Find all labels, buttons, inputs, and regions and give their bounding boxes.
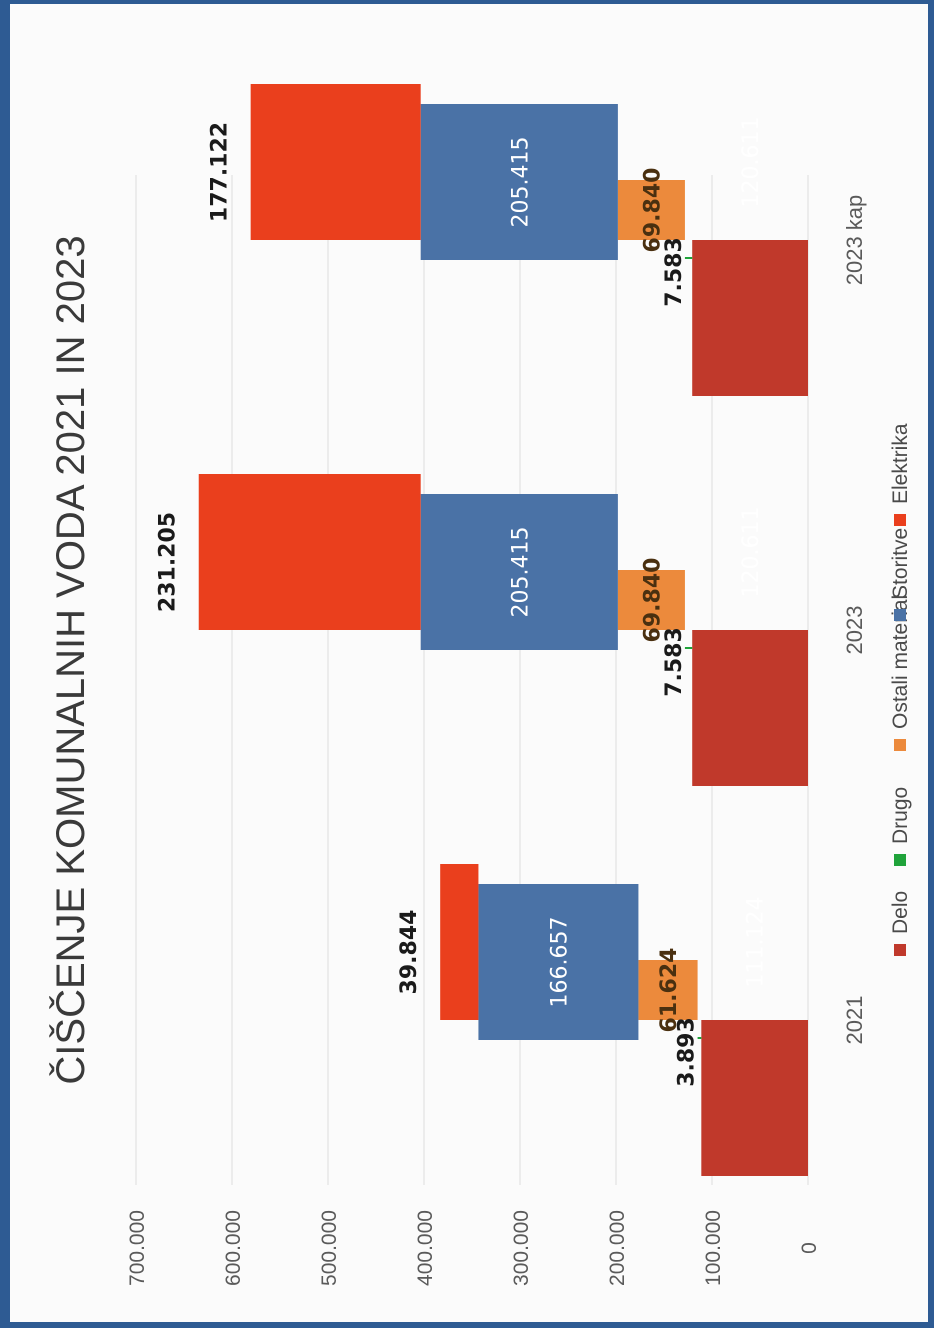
bar-delo	[692, 630, 808, 786]
data-label: 205.415	[508, 137, 533, 228]
data-label: 166.657	[547, 917, 572, 1008]
bar-storitve	[420, 494, 618, 650]
data-label: 205.415	[508, 527, 533, 618]
legend-label: Storitve	[889, 528, 912, 599]
data-label: 7.583	[662, 627, 687, 697]
legend-swatch	[894, 739, 906, 751]
legend-swatch	[894, 514, 906, 526]
bar-elektrika	[440, 864, 479, 1020]
bars	[198, 84, 808, 1176]
y-tick-label: 0	[798, 1242, 821, 1254]
category-label: 2023	[842, 606, 867, 655]
legend-label: Drugo	[889, 787, 912, 844]
y-tick-label: 100.000	[702, 1210, 725, 1286]
data-label: 177.122	[208, 122, 233, 222]
bar-elektrika	[250, 84, 421, 240]
bar-storitve	[478, 884, 639, 1040]
y-tick-label: 200.000	[606, 1210, 629, 1286]
data-label: 120.611	[739, 507, 764, 598]
data-label: 69.840	[640, 558, 665, 643]
bar-delo	[692, 240, 808, 396]
bar-elektrika	[198, 474, 421, 630]
chart-title: ČIŠČENJE KOMUNALNIH VODA 2021 IN 2023	[48, 235, 93, 1084]
legend-label: Delo	[889, 891, 912, 934]
y-tick-label: 300.000	[510, 1210, 533, 1286]
bar-drugo	[684, 257, 693, 259]
category-label: 2021	[842, 996, 867, 1045]
legend-swatch	[894, 854, 906, 866]
legend-swatch	[894, 609, 906, 621]
y-tick-label: 400.000	[414, 1210, 437, 1286]
bar-ostali-material	[617, 570, 685, 630]
category-label: 2023 kap	[842, 195, 867, 286]
bar-storitve	[420, 104, 618, 260]
y-tick-labels: 0 100.000 200.000 300.000 400.000 500.000 600.…	[126, 1210, 821, 1286]
legend-swatch	[894, 944, 906, 956]
data-label: 39.844	[397, 910, 422, 995]
bar-drugo	[697, 1037, 702, 1039]
data-label: 111.124	[744, 897, 769, 988]
data-label: 7.583	[662, 237, 687, 307]
bar-delo	[701, 1020, 808, 1176]
data-label: 69.840	[640, 168, 665, 253]
y-tick-label: 700.000	[126, 1210, 149, 1286]
y-tick-label: 600.000	[222, 1210, 245, 1286]
data-label: 120.611	[739, 117, 764, 208]
legend-label: Ostali material	[889, 595, 912, 729]
category-labels: 2021 2023 2023 kap	[842, 195, 867, 1045]
data-label: 3.893	[675, 1017, 700, 1087]
bar-ostali-material	[638, 960, 698, 1020]
data-label: 61.624	[657, 948, 682, 1033]
bar-ostali-material	[617, 180, 685, 240]
bar-drugo	[684, 647, 693, 649]
data-label: 231.205	[156, 512, 181, 612]
y-tick-label: 500.000	[318, 1210, 341, 1286]
legend-label: Elektrika	[889, 423, 912, 504]
